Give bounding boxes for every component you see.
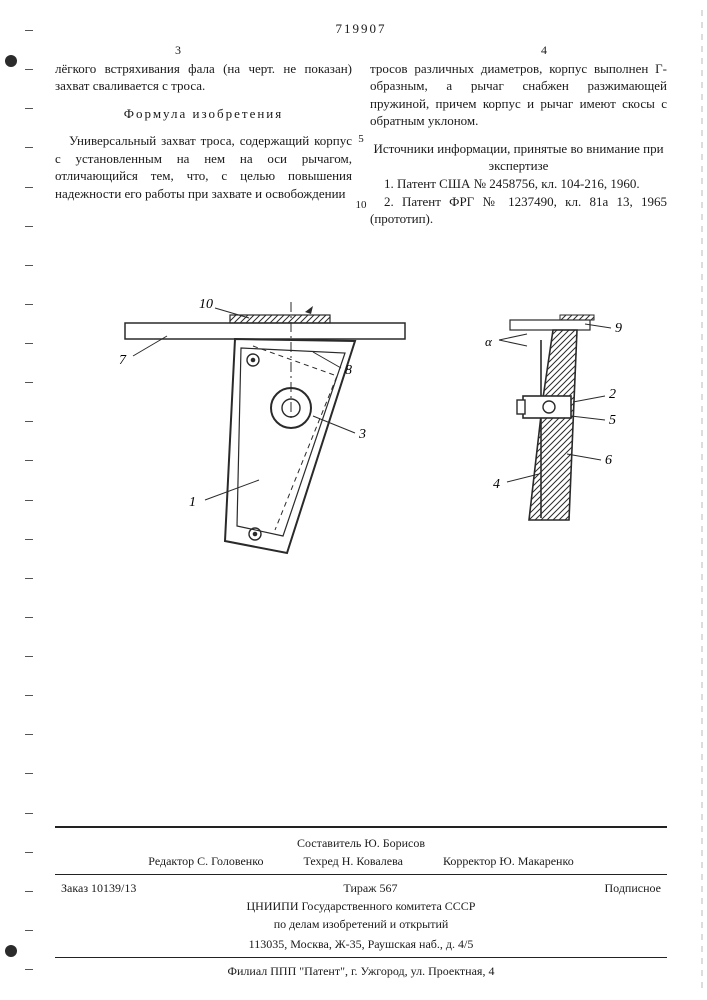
punch-hole-top	[5, 55, 17, 67]
left-column: лёгкого встряхивания фала (на черт. не п…	[55, 60, 352, 228]
label-9: 9	[615, 321, 622, 336]
col-num-right: 4	[541, 42, 547, 58]
label-10: 10	[199, 297, 213, 312]
org1: ЦНИИПИ Государственного комитета СССР	[55, 897, 667, 915]
punch-hole-bottom	[5, 945, 17, 957]
figure-area: 1 3 7 8 10	[55, 268, 667, 698]
document-number: 719907	[55, 20, 667, 38]
right-edge-marks	[701, 10, 703, 990]
line-marker-5: 5	[358, 132, 364, 147]
label-alpha: α	[485, 334, 493, 349]
footer: Составитель Ю. Борисов Редактор С. Голов…	[55, 826, 667, 980]
compiler: Составитель Ю. Борисов	[55, 834, 667, 852]
branch: Филиал ППП "Патент", г. Ужгород, ул. Про…	[55, 962, 667, 980]
text-columns: 5 10 лёгкого встряхивания фала (на черт.…	[55, 60, 667, 228]
tirazh: Тираж 567	[343, 879, 397, 897]
line-marker-10: 10	[356, 198, 367, 213]
left-p1: лёгкого встряхивания фала (на черт. не п…	[55, 60, 352, 95]
sign: Подписное	[605, 879, 662, 897]
page: 719907 3 4 5 10 лёгкого встряхивания фал…	[0, 0, 707, 1000]
order: Заказ 10139/13	[61, 879, 136, 897]
col-num-left: 3	[175, 42, 181, 58]
label-7: 7	[119, 353, 127, 368]
figure-svg: 1 3 7 8 10	[55, 268, 667, 698]
label-1: 1	[189, 495, 196, 510]
label-6: 6	[605, 453, 612, 468]
ref1: 1. Патент США № 2458756, кл. 104-216, 19…	[370, 175, 667, 193]
corrector: Корректор Ю. Макаренко	[443, 852, 574, 870]
formula-heading: Формула изобретения	[55, 105, 352, 123]
column-numbers: 3 4	[55, 42, 667, 60]
right-p1: тросов различных диаметров, корпус выпол…	[370, 60, 667, 130]
label-4: 4	[493, 477, 500, 492]
addr1: 113035, Москва, Ж-35, Раушская наб., д. …	[55, 935, 667, 953]
label-3: 3	[358, 427, 366, 442]
techred: Техред Н. Ковалева	[303, 852, 402, 870]
right-view: α 9 2 5 6 4	[485, 315, 622, 520]
left-p2: Универсальный захват троса, содержащий к…	[55, 132, 352, 202]
org2: по делам изобретений и открытий	[55, 915, 667, 933]
left-view: 1 3 7 8 10	[119, 297, 405, 553]
editor: Редактор С. Головенко	[148, 852, 263, 870]
sources-heading: Источники информации, принятые во вниман…	[370, 140, 667, 175]
left-ruler	[28, 30, 30, 970]
label-5: 5	[609, 413, 616, 428]
right-column: тросов различных диаметров, корпус выпол…	[370, 60, 667, 228]
label-8: 8	[345, 363, 352, 378]
ref2: 2. Патент ФРГ № 1237490, кл. 81a 13, 196…	[370, 193, 667, 228]
label-2: 2	[609, 387, 616, 402]
